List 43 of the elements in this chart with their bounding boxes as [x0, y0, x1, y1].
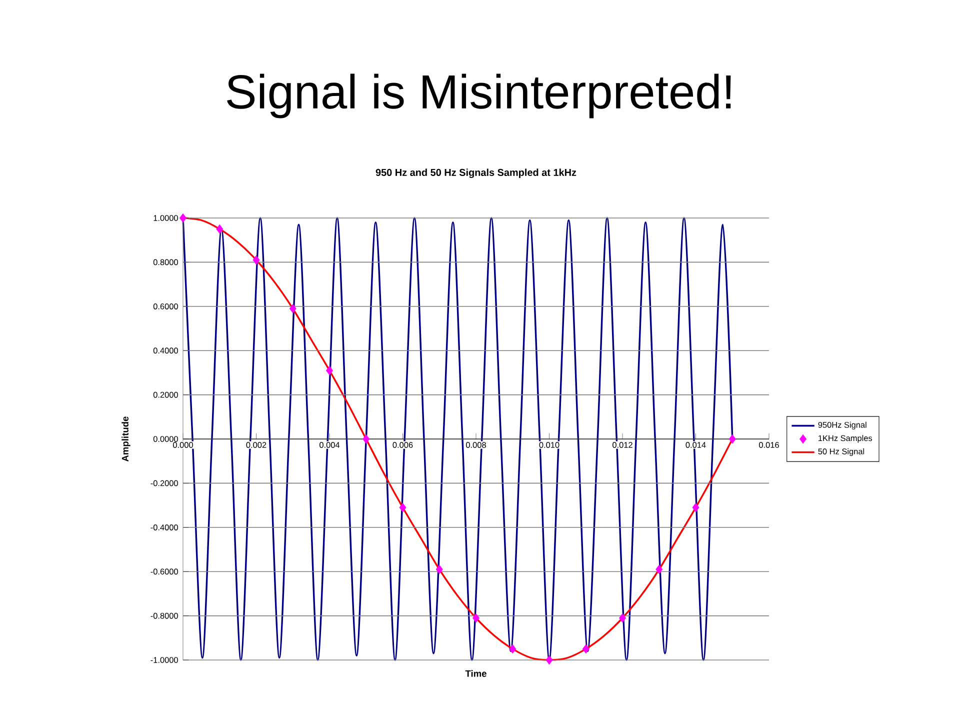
y-tick-label: -0.2000 [150, 480, 178, 486]
point [399, 502, 406, 512]
point [216, 224, 224, 234]
point [180, 213, 186, 223]
x-tick-label: 0.008 [466, 442, 486, 448]
point [289, 304, 296, 314]
x-tick-label: 0.002 [246, 442, 266, 448]
y-tick-label: 0.4000 [153, 348, 178, 354]
y-tick-label: -0.6000 [150, 568, 178, 575]
y-tick-label: 1.0000 [154, 215, 178, 221]
x-axis-title: Time [465, 670, 486, 677]
point [619, 613, 626, 623]
x-tick-label: 0.006 [392, 442, 413, 448]
x-tick-label: 0.010 [539, 442, 560, 448]
point [326, 366, 333, 376]
x-tick-label: 0.016 [759, 442, 779, 448]
point [546, 655, 553, 665]
x-tick-label: 0.004 [320, 442, 340, 448]
point [692, 502, 700, 512]
point [472, 613, 480, 623]
point [362, 434, 370, 444]
x-tick-label: 0.012 [612, 442, 632, 448]
legend-label: 1KHz Samples [818, 435, 872, 443]
chart-title: Signal is Misinterpreted! [227, 74, 731, 118]
y-tick-label: -1.0000 [150, 657, 178, 663]
point [728, 434, 736, 444]
y-tick-label: -0.8000 [150, 612, 178, 619]
y-axis-title: Amplitude [122, 416, 130, 462]
point [656, 564, 663, 574]
x-tick-label: 0.014 [686, 442, 706, 448]
point [509, 644, 516, 654]
y-tick-label: 0.8000 [153, 259, 178, 266]
x-tick-label: 0.000 [173, 442, 193, 448]
point [252, 255, 260, 265]
point [436, 564, 443, 574]
y-tick-label: 0.2000 [153, 392, 178, 398]
y-tick-label: 0.6000 [153, 303, 178, 310]
legend-label: 950Hz Signal [818, 422, 866, 430]
y-tick-label: -0.4000 [150, 524, 178, 530]
legend-label: 50 Hz Signal [818, 448, 864, 456]
y-tick-label: 0.0000 [153, 436, 178, 442]
chart-subtitle: 950 Hz and 50 Hz Signals Sampled at 1kHz [376, 168, 576, 178]
point [582, 644, 590, 654]
